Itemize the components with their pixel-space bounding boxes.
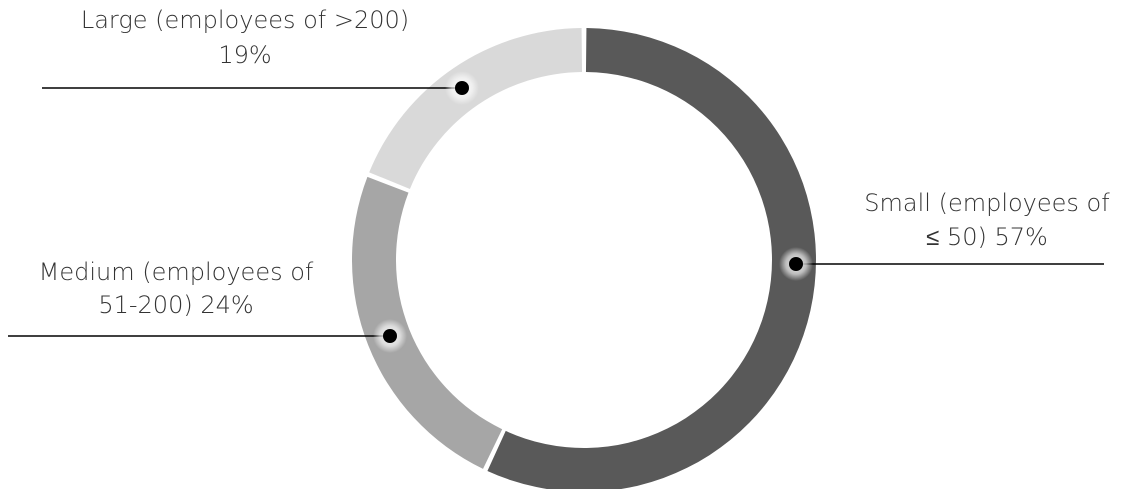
slice-medium xyxy=(352,176,503,469)
leader-dot-medium xyxy=(383,329,397,343)
slice-label-medium-line2: 51-200) 24% xyxy=(98,291,253,319)
slice-small xyxy=(487,28,816,489)
slice-labels: Small (employees of ≤ 50) 57% Medium (empl… xyxy=(39,6,1111,319)
slice-large xyxy=(369,28,583,189)
slice-label-large-line1: Large (employees of >200) xyxy=(81,6,409,34)
slice-label-medium-line1: Medium (employees of xyxy=(39,258,314,286)
slice-label-small-line1: Small (employees of xyxy=(864,189,1110,217)
slice-label-large-line2: 19% xyxy=(218,41,271,69)
donut-slices xyxy=(352,28,816,489)
slice-label-small-line2: ≤ 50) 57% xyxy=(926,223,1048,251)
leader-dot-small xyxy=(789,257,803,271)
leader-lines xyxy=(8,71,1104,353)
leader-dot-large xyxy=(455,81,469,95)
